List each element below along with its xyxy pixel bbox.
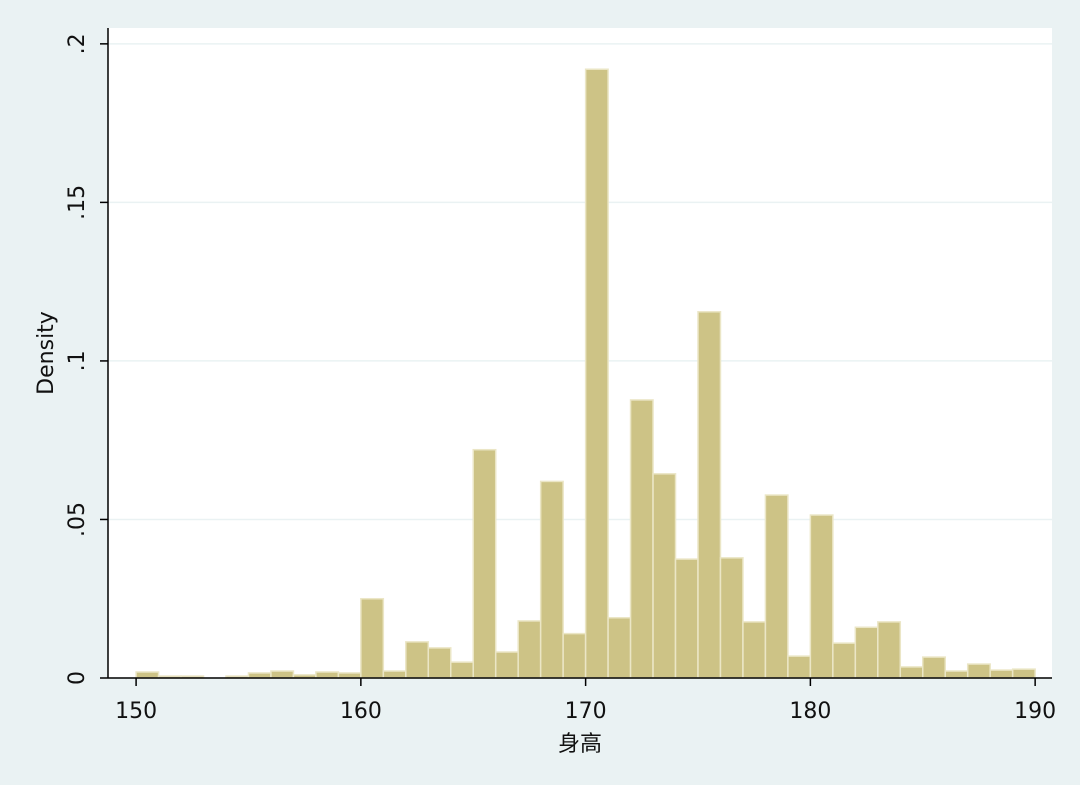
bar [989, 669, 1014, 679]
bar [652, 473, 677, 679]
bar [315, 671, 340, 679]
bar [382, 670, 407, 679]
bar [247, 672, 272, 679]
bar [764, 494, 789, 679]
bar [427, 647, 452, 679]
bar [135, 671, 160, 679]
bar [854, 626, 879, 679]
bar [899, 666, 924, 679]
x-tick-label: 180 [789, 699, 831, 724]
bar [494, 651, 519, 679]
bar [360, 597, 385, 679]
bar [584, 68, 609, 679]
bar [472, 448, 497, 679]
bar [405, 641, 430, 679]
bar [944, 670, 969, 679]
bar [674, 558, 699, 679]
plot-area [108, 28, 1052, 678]
bar [742, 621, 767, 679]
bar [966, 663, 991, 679]
x-tick-label: 190 [1014, 699, 1056, 724]
x-tick-label: 170 [565, 699, 607, 724]
bar [337, 672, 362, 679]
bar [809, 514, 834, 679]
bar [517, 620, 542, 679]
bar [539, 480, 564, 679]
bar [607, 617, 632, 679]
x-tick-label: 160 [340, 699, 382, 724]
bar [719, 557, 744, 679]
bar [787, 655, 812, 679]
y-tick-label: .1 [65, 350, 90, 371]
bar [1011, 668, 1036, 679]
x-axis-title: 身高 [558, 732, 602, 757]
bar [697, 311, 722, 679]
bar [450, 661, 474, 679]
y-axis-title: Density [34, 311, 59, 395]
bar [562, 632, 587, 679]
y-tick-label: .15 [65, 185, 90, 220]
bar [629, 399, 654, 679]
bar [832, 642, 857, 679]
y-tick-label: .05 [65, 502, 90, 537]
y-tick-label: .2 [65, 33, 90, 54]
x-tick-label: 150 [115, 699, 157, 724]
bar [877, 621, 902, 679]
bar [270, 670, 295, 679]
y-tick-label: 0 [65, 671, 90, 685]
bar [922, 656, 946, 679]
